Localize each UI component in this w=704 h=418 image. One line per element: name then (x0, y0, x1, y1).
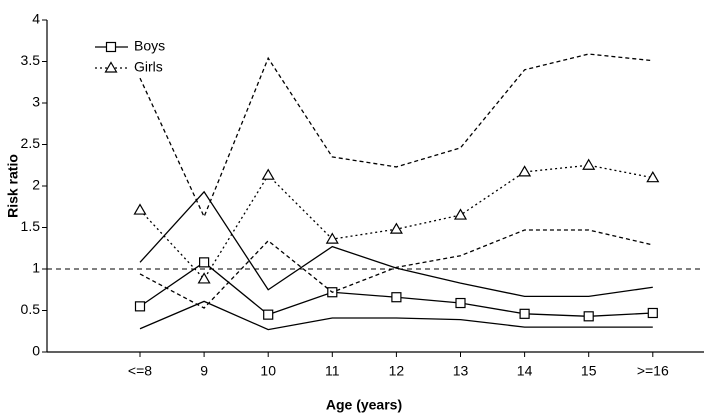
y-tick-label: 4 (32, 11, 40, 27)
point (647, 307, 658, 319)
series-line (139, 164, 653, 281)
point (455, 297, 466, 309)
point (583, 311, 594, 322)
y-tick-label: 3.5 (21, 52, 41, 68)
point (453, 208, 468, 220)
ci-lower-line (139, 300, 653, 331)
x-tick-label: 14 (517, 363, 533, 379)
point (325, 232, 339, 244)
x-tick-label: 15 (581, 363, 597, 379)
y-tick-label: 2 (32, 177, 40, 193)
point (134, 301, 146, 312)
point (518, 165, 532, 177)
x-tick-label: 9 (200, 363, 208, 379)
point (391, 292, 402, 303)
y-axis-label: Risk ratio (5, 154, 21, 218)
ci-upper-line (139, 190, 653, 298)
legend-marker (105, 41, 117, 53)
point (389, 222, 403, 234)
x-tick-label: 13 (453, 363, 469, 379)
y-tick-label: 0 (32, 343, 40, 359)
x-tick-label: 12 (389, 363, 405, 379)
x-tick-label: >=16 (637, 363, 669, 379)
point (197, 272, 211, 284)
point (261, 168, 275, 180)
y-tick-label: 1 (32, 260, 40, 276)
x-axis-label: Age (years) (326, 397, 402, 413)
legend-label: Boys (134, 38, 165, 54)
point (582, 158, 596, 170)
y-tick-label: 0.5 (21, 301, 41, 317)
series-line (139, 261, 653, 317)
x-tick-label: 11 (325, 363, 340, 379)
y-tick-label: 2.5 (21, 135, 41, 151)
x-tick-label: 10 (260, 363, 276, 379)
x-tick-label: <=8 (128, 363, 152, 379)
point (133, 203, 147, 215)
legend-label: Girls (134, 59, 163, 75)
y-tick-label: 1.5 (21, 218, 41, 234)
point (646, 171, 660, 183)
point (199, 257, 210, 268)
y-tick-label: 3 (32, 94, 40, 110)
ci-lower-line (139, 229, 653, 309)
point (519, 308, 530, 319)
legend-marker (104, 61, 118, 73)
point (263, 309, 274, 320)
ci-upper-line (139, 53, 653, 219)
